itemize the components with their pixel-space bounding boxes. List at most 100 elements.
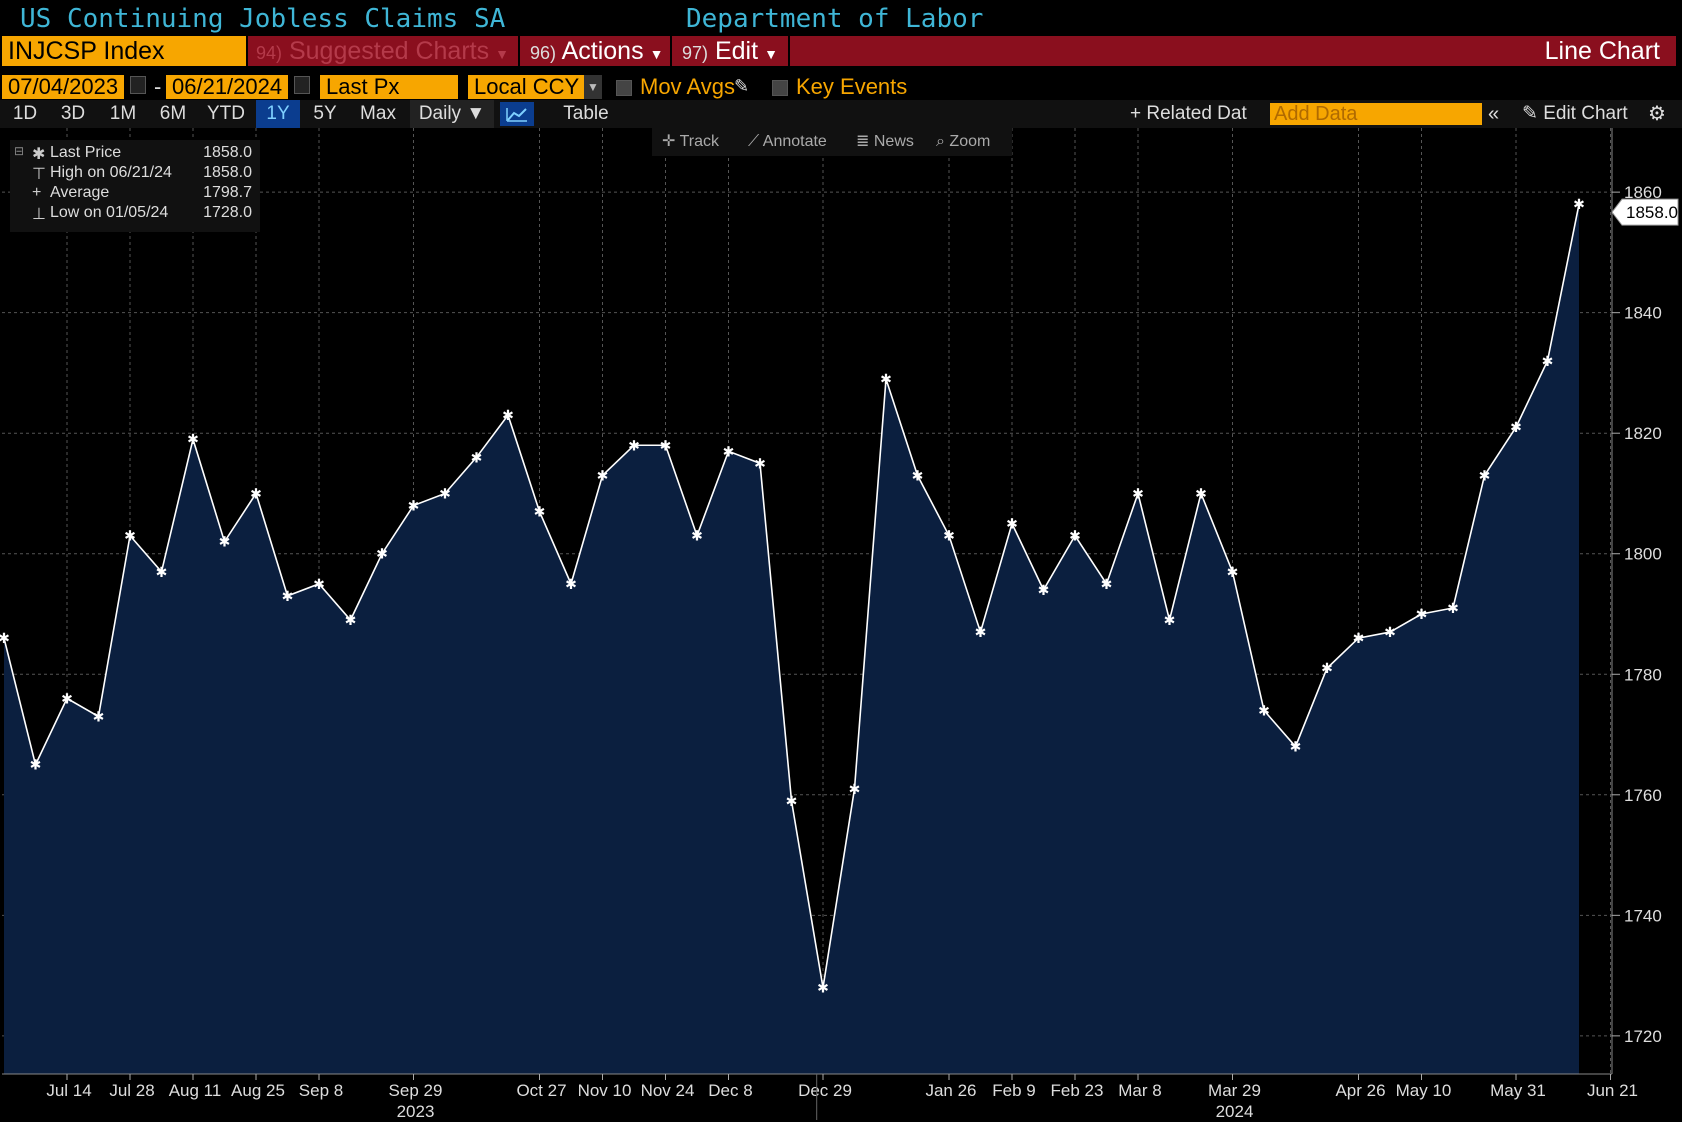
menu-label: Edit xyxy=(714,37,759,65)
mov-avgs-checkbox[interactable] xyxy=(616,80,632,96)
command-bar: 94) Suggested Charts ▼ 96) Actions ▼ 97) E… xyxy=(248,36,1676,66)
table-button[interactable]: Table xyxy=(563,103,609,124)
y-tick-label: 1800 xyxy=(1624,545,1662,564)
data-source: Department of Labor xyxy=(686,4,984,34)
crosshair-icon: ✛ xyxy=(662,133,676,150)
x-tick-label: Feb 23 xyxy=(1051,1081,1104,1100)
data-point: ✱ xyxy=(1195,486,1207,502)
data-point: ✱ xyxy=(1132,486,1144,502)
x-tick-label: Feb 9 xyxy=(992,1081,1035,1100)
caret-down-icon: ▼ xyxy=(466,103,486,124)
data-point: ✱ xyxy=(282,589,294,605)
zoom-tool[interactable]: ⌕ Zoom xyxy=(936,128,990,156)
news-tool[interactable]: ≣ News xyxy=(856,128,914,156)
range-1d[interactable]: 1D xyxy=(12,103,38,124)
y-tick-label: 1760 xyxy=(1624,786,1662,805)
data-point: ✱ xyxy=(849,782,861,798)
related-data-label: Related Dat xyxy=(1146,103,1247,124)
data-point: ✱ xyxy=(754,456,766,472)
chevron-down-icon[interactable]: ▼ xyxy=(584,75,602,99)
range-3d[interactable]: 3D xyxy=(60,103,86,124)
track-tool[interactable]: ✛ Track xyxy=(662,128,719,156)
magnifier-icon: ⌕ xyxy=(936,133,945,150)
range-1y[interactable]: 1Y xyxy=(256,100,300,128)
field-select[interactable]: Last Px xyxy=(320,75,458,99)
ticker-field[interactable]: INJCSP Index xyxy=(2,36,246,66)
news-label: News xyxy=(873,133,914,150)
data-point: ✱ xyxy=(124,529,136,545)
data-point: ✱ xyxy=(1416,607,1428,623)
data-point: ✱ xyxy=(1164,613,1176,629)
data-point: ✱ xyxy=(502,408,514,424)
data-point: ✱ xyxy=(912,468,924,484)
series-line xyxy=(3,204,1580,988)
area-fill-path xyxy=(4,204,1579,1075)
line-chart-icon[interactable] xyxy=(500,102,534,126)
legend-value: 1728.0 xyxy=(203,204,252,221)
range-1m[interactable]: 1M xyxy=(109,103,137,124)
data-point: ✱ xyxy=(817,981,829,997)
data-point: ✱ xyxy=(93,709,105,725)
currency-select[interactable]: Local CCY xyxy=(468,75,584,99)
menu-bar: INJCSP Index 94) Suggested Charts ▼ 96) A… xyxy=(0,34,1682,66)
actions-menu[interactable]: 96) Actions ▼ xyxy=(530,36,663,66)
data-point: ✱ xyxy=(156,565,168,581)
pencil-icon[interactable]: ✎ xyxy=(734,76,750,96)
suggested-charts-menu[interactable]: 94) Suggested Charts ▼ xyxy=(256,36,509,66)
gear-icon[interactable]: ⚙ xyxy=(1648,103,1666,125)
start-date-field[interactable]: 07/04/2023 xyxy=(2,75,124,99)
plus-icon: + xyxy=(1130,103,1142,124)
range-max[interactable]: Max xyxy=(360,103,396,124)
legend-row-last-price: ✱ Last Price 1858.0 xyxy=(10,144,260,164)
calendar-icon[interactable] xyxy=(294,76,310,94)
data-point: ✱ xyxy=(1542,354,1554,370)
data-point: ✱ xyxy=(439,486,451,502)
chart-type-label[interactable]: Line Chart xyxy=(1544,37,1660,65)
low-marker-icon: ⊥ xyxy=(32,206,46,223)
range-5y[interactable]: 5Y xyxy=(313,103,337,124)
legend-label: Last Price xyxy=(50,144,122,161)
x-tick-label: Mar 8 xyxy=(1118,1081,1161,1100)
key-events-checkbox[interactable] xyxy=(772,80,788,96)
collapse-icon[interactable]: « xyxy=(1488,103,1500,125)
range-6m[interactable]: 6M xyxy=(159,103,187,124)
range-ytd[interactable]: YTD xyxy=(207,103,245,124)
edit-chart-button[interactable]: ✎ Edit Chart xyxy=(1522,100,1628,128)
related-data-button[interactable]: + Related Dat xyxy=(1130,100,1247,128)
mov-avgs-label[interactable]: Mov Avgs xyxy=(640,74,735,99)
annotate-tool[interactable]: ⟋ Annotate xyxy=(748,128,827,156)
data-point: ✱ xyxy=(975,625,987,641)
data-point: ✱ xyxy=(1101,577,1113,593)
high-marker-icon: ⊤ xyxy=(32,166,46,183)
data-point: ✱ xyxy=(1384,625,1396,641)
x-tick-label: Aug 11 xyxy=(169,1081,222,1100)
end-date-field[interactable]: 06/21/2024 xyxy=(166,75,288,99)
edit-menu[interactable]: 97) Edit ▼ xyxy=(682,36,778,66)
collapse-legend-icon[interactable]: ⊟ xyxy=(14,144,25,158)
data-point: ✱ xyxy=(691,529,703,545)
data-point: ✱ xyxy=(1447,601,1459,617)
calendar-icon[interactable] xyxy=(130,76,146,94)
frequency-label: Daily xyxy=(418,103,462,124)
data-point: ✱ xyxy=(345,613,357,629)
line-chart-glyph xyxy=(506,108,527,122)
frequency-select[interactable]: Daily ▼ xyxy=(410,100,494,128)
x-tick-label: Nov 24 xyxy=(641,1081,695,1100)
add-data-input[interactable]: Add Data xyxy=(1270,103,1482,125)
title-bar: US Continuing Jobless Claims SA Departme… xyxy=(0,0,1682,34)
data-point: ✱ xyxy=(1038,583,1050,599)
legend-label: Low on 01/05/24 xyxy=(50,204,169,221)
key-events-label[interactable]: Key Events xyxy=(796,74,908,99)
x-axis: Jul 14 Jul 28 Aug 11 Aug 25 Sep 8 Sep 29 Oct 2… xyxy=(2,1073,1638,1121)
legend-value: 1858.0 xyxy=(203,164,252,181)
x-tick-label: Aug 25 xyxy=(231,1081,285,1100)
pen-icon: ⟋ xyxy=(748,133,760,150)
data-point: ✱ xyxy=(1227,565,1239,581)
chevron-down-icon: ▼ xyxy=(649,46,664,62)
x-tick-label: Jun 21 xyxy=(1587,1081,1638,1100)
data-point: ✱ xyxy=(723,444,735,460)
legend-box: ⊟ ✱ Last Price 1858.0 ⊤ High on 06/21/24… xyxy=(10,140,260,232)
data-point: ✱ xyxy=(880,372,892,388)
